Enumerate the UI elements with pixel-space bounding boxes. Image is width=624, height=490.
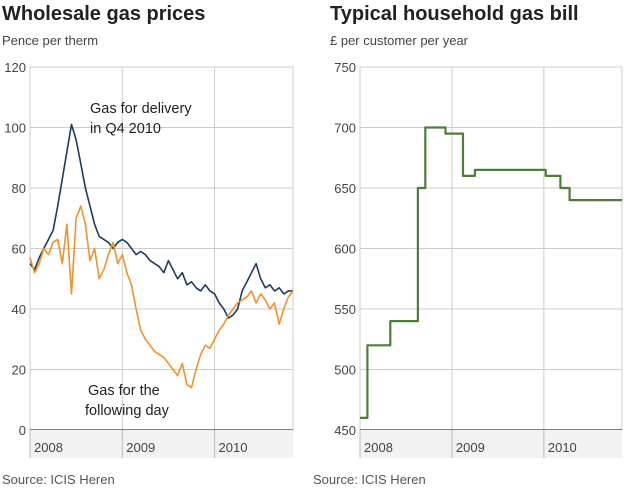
y-tick-label: 600 xyxy=(334,242,356,257)
annotation-delivery-2: in Q4 2010 xyxy=(90,121,161,137)
wholesale-x-ticks: 2008 2009 2010 xyxy=(34,440,247,455)
annotation-following-2: following day xyxy=(85,403,170,419)
y-tick-label: 20 xyxy=(12,363,26,378)
y-tick-label: 80 xyxy=(12,181,26,196)
household-chart: Typical household gas bill £ per custome… xyxy=(313,3,623,487)
series-line-bill xyxy=(360,126,622,419)
household-subtitle: £ per customer per year xyxy=(330,33,469,48)
x-tick-label: 2008 xyxy=(364,440,393,455)
wholesale-title: Wholesale gas prices xyxy=(2,3,205,25)
y-tick-label: 100 xyxy=(4,121,26,136)
household-title: Typical household gas bill xyxy=(330,3,579,25)
y-tick-label: 120 xyxy=(4,60,26,75)
household-x-ticks: 2008 2009 2010 xyxy=(364,440,577,455)
x-tick-label: 2010 xyxy=(219,440,248,455)
x-tick-label: 2009 xyxy=(126,440,155,455)
x-tick-label: 2010 xyxy=(548,440,577,455)
household-series xyxy=(360,126,622,419)
wholesale-series xyxy=(29,123,294,389)
x-axis-band xyxy=(30,430,293,458)
wholesale-subtitle: Pence per therm xyxy=(2,33,98,48)
household-source: Source: ICIS Heren xyxy=(313,472,426,487)
x-tick-label: 2008 xyxy=(34,440,63,455)
x-axis-band xyxy=(360,430,622,458)
household-y-ticks: 450 500 550 600 650 700 750 xyxy=(334,60,356,438)
y-tick-label: 750 xyxy=(334,60,356,75)
wholesale-y-ticks: 0 20 40 60 80 100 120 xyxy=(4,60,26,438)
series-line-following xyxy=(29,205,294,389)
annotation-following-1: Gas for the xyxy=(88,383,160,399)
wholesale-chart: Wholesale gas prices Pence per therm 0 20… xyxy=(2,3,294,487)
y-tick-label: 0 xyxy=(19,423,26,438)
y-tick-label: 700 xyxy=(334,121,356,136)
y-tick-label: 450 xyxy=(334,423,356,438)
y-tick-label: 500 xyxy=(334,363,356,378)
x-tick-label: 2009 xyxy=(456,440,485,455)
series-line-delivery xyxy=(29,123,293,319)
household-grid xyxy=(359,66,623,458)
y-tick-label: 40 xyxy=(12,302,26,317)
annotation-delivery-1: Gas for delivery xyxy=(90,101,192,117)
wholesale-grid xyxy=(29,66,294,458)
wholesale-source: Source: ICIS Heren xyxy=(2,472,115,487)
y-tick-label: 60 xyxy=(12,242,26,257)
y-tick-label: 550 xyxy=(334,302,356,317)
y-tick-label: 650 xyxy=(334,181,356,196)
